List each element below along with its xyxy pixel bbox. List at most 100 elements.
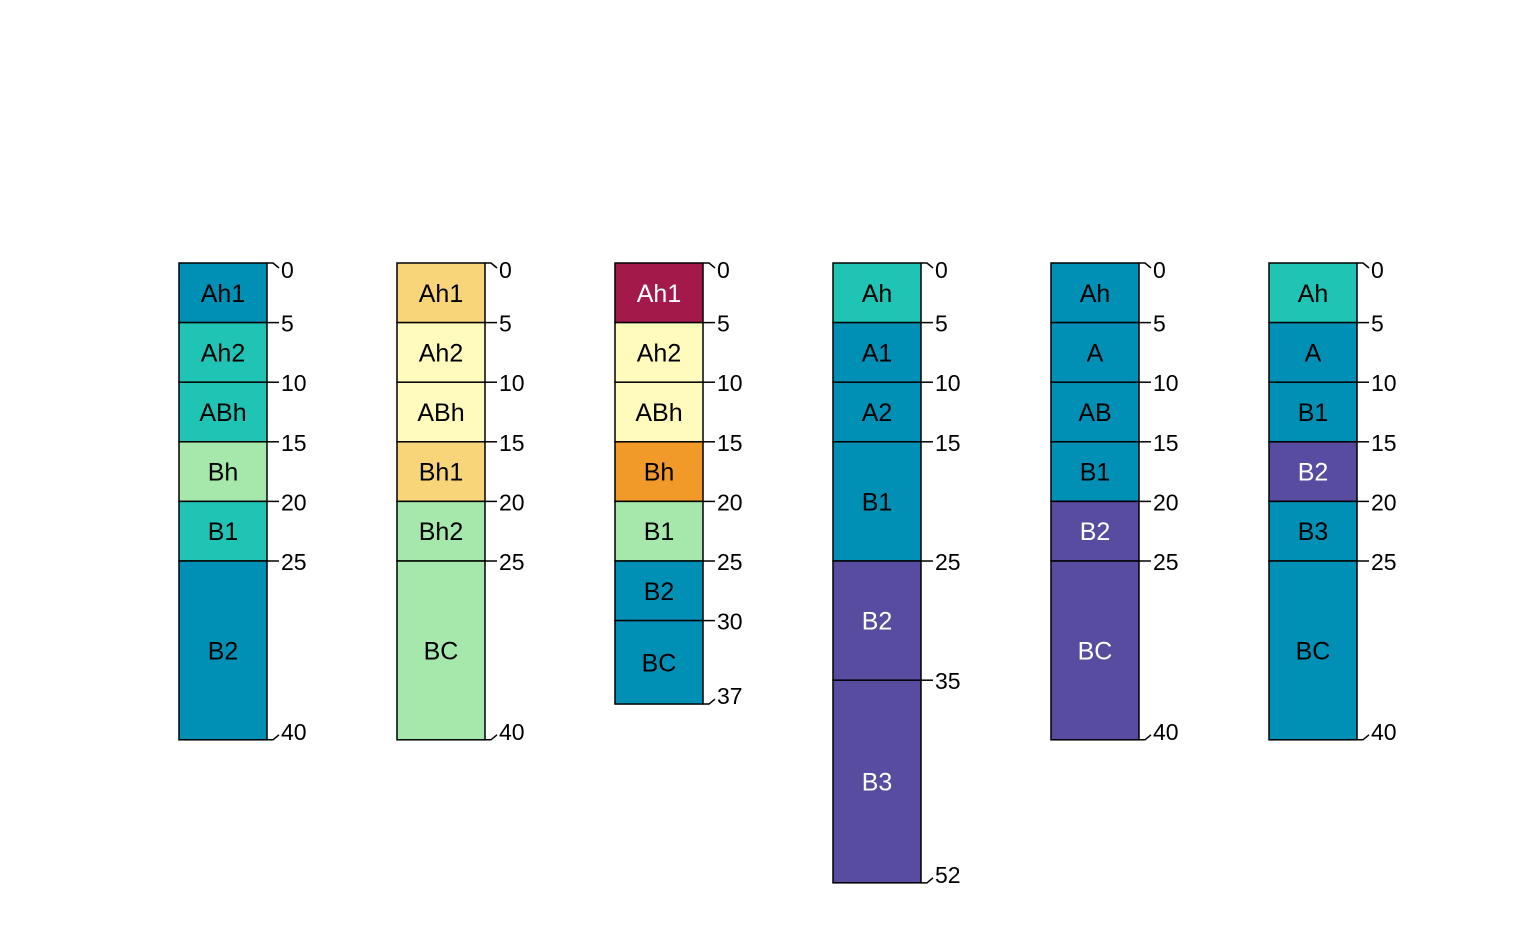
horizon-label: Ah: [1298, 280, 1329, 308]
depth-tick: [921, 262, 934, 269]
horizon-label: ABh: [199, 399, 246, 427]
horizon-block: [1268, 381, 1358, 443]
horizon-label: ABh: [417, 399, 464, 427]
depth-label: 20: [717, 489, 743, 515]
depth-label: 20: [1153, 489, 1179, 515]
horizon-block: [178, 441, 268, 503]
depth-label: 0: [1371, 257, 1384, 283]
soil-profile: Ah A1 A2 B1 B2 B3 0 5 10 15 25 35 52: [832, 257, 961, 888]
depth-label: 0: [281, 257, 294, 283]
horizon-label: A2: [862, 399, 893, 427]
depth-tick: [703, 698, 716, 705]
horizon-label: Bh2: [419, 518, 463, 546]
horizon-label: Ah2: [637, 339, 681, 367]
horizon-block: [1268, 321, 1358, 383]
horizon-block: [178, 321, 268, 383]
horizon-label: ABh: [635, 399, 682, 427]
horizon-block: [178, 560, 268, 741]
depth-label: 15: [717, 430, 743, 456]
depth-label: 40: [281, 719, 307, 745]
horizon-block: [832, 321, 922, 383]
depth-label: 5: [717, 311, 730, 337]
depth-label: 15: [1153, 430, 1179, 456]
depth-label: 5: [281, 311, 294, 337]
horizon-label: B1: [1080, 459, 1111, 487]
horizon-label: B1: [862, 488, 893, 516]
depth-label: 20: [281, 489, 307, 515]
soil-profile: Ah A B1 B2 B3 BC 0 5 10 15 20 25 40: [1268, 257, 1397, 745]
depth-label: 40: [1153, 719, 1179, 745]
depth-label: 40: [499, 719, 525, 745]
horizon-label: Ah1: [419, 280, 463, 308]
horizon-block: [396, 500, 486, 562]
horizon-block: [614, 381, 704, 443]
depth-label: 10: [499, 370, 525, 396]
horizon-label: B2: [1080, 518, 1111, 546]
horizon-label: B2: [644, 578, 675, 606]
horizon-block: [614, 321, 704, 383]
soil-profile: Ah1 Ah2 ABh Bh B1 B2 0 5 10 15 20 25 40: [178, 257, 307, 745]
horizon-label: Bh: [208, 459, 239, 487]
horizon-block: [614, 560, 704, 622]
horizon-block: [614, 262, 704, 324]
horizon-block: [178, 262, 268, 324]
depth-label: 10: [717, 370, 743, 396]
soil-profile: Ah1 Ah2 ABh Bh1 Bh2 BC 0 5 10 15 20 25 40: [396, 257, 525, 745]
depth-label: 15: [1371, 430, 1397, 456]
depth-tick: [485, 262, 498, 269]
depth-label: 40: [1371, 719, 1397, 745]
soil-profile: Ah1 Ah2 ABh Bh B1 B2 BC 0 5 10 15 20 25 30 37: [614, 257, 743, 709]
horizon-label: BC: [424, 637, 459, 665]
horizon-block: [396, 381, 486, 443]
depth-label: 30: [717, 609, 743, 635]
horizon-block: [832, 441, 922, 562]
depth-tick: [267, 262, 280, 269]
horizon-label: AB: [1078, 399, 1111, 427]
depth-label: 0: [935, 257, 948, 283]
horizon-label: Ah1: [637, 280, 681, 308]
depth-label: 0: [499, 257, 512, 283]
depth-tick: [267, 734, 280, 741]
depth-label: 35: [935, 668, 961, 694]
soil-profile: Ah A AB B1 B2 BC 0 5 10 15 20 25 40: [1050, 257, 1179, 745]
depth-label: 25: [1153, 549, 1179, 575]
horizon-block: [1268, 500, 1358, 562]
depth-label: 5: [499, 311, 512, 337]
depth-label: 20: [499, 489, 525, 515]
horizon-block: [832, 381, 922, 443]
depth-label: 20: [1371, 489, 1397, 515]
depth-label: 15: [499, 430, 525, 456]
horizon-block: [832, 560, 922, 681]
horizon-block: [1268, 560, 1358, 741]
horizon-block: [396, 560, 486, 741]
depth-label: 10: [281, 370, 307, 396]
horizon-block: [614, 441, 704, 503]
horizon-label: B3: [1298, 518, 1329, 546]
horizon-label: Bh1: [419, 459, 463, 487]
depth-label: 25: [935, 549, 961, 575]
horizon-label: BC: [1296, 637, 1331, 665]
horizon-label: Ah1: [201, 280, 245, 308]
depth-label: 10: [935, 370, 961, 396]
horizon-label: BC: [642, 649, 677, 677]
horizon-label: Bh: [644, 459, 675, 487]
horizon-block: [396, 321, 486, 383]
horizon-label: B1: [208, 518, 239, 546]
depth-label: 52: [935, 862, 961, 888]
depth-tick: [1357, 734, 1370, 741]
horizon-label: B2: [208, 637, 239, 665]
depth-label: 25: [717, 549, 743, 575]
depth-tick: [921, 877, 934, 884]
horizon-block: [1050, 500, 1140, 562]
horizon-block: [614, 619, 704, 705]
horizon-label: Ah: [862, 280, 893, 308]
horizon-label: B2: [1298, 459, 1329, 487]
depth-label: 5: [1153, 311, 1166, 337]
horizon-block: [832, 262, 922, 324]
depth-label: 0: [717, 257, 730, 283]
horizon-block: [1050, 560, 1140, 741]
depth-tick: [1139, 262, 1152, 269]
horizon-block: [1050, 441, 1140, 503]
horizon-block: [396, 262, 486, 324]
horizon-block: [1050, 262, 1140, 324]
